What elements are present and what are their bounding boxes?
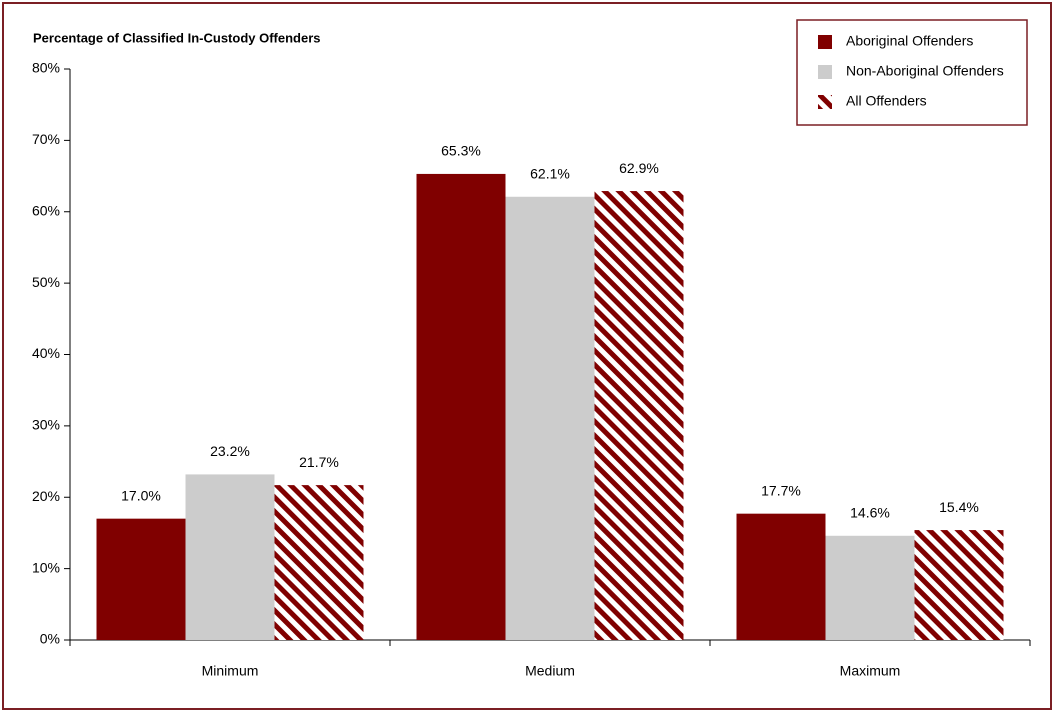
y-tick-label: 20% bbox=[32, 488, 60, 504]
y-tick-label: 80% bbox=[32, 60, 60, 76]
bar bbox=[825, 535, 915, 640]
legend-label: All Offenders bbox=[846, 93, 927, 109]
y-tick-label: 10% bbox=[32, 559, 60, 575]
data-label: 21.7% bbox=[299, 454, 339, 470]
data-label: 15.4% bbox=[939, 499, 979, 515]
legend-swatch bbox=[818, 95, 832, 109]
bar bbox=[594, 191, 684, 640]
data-label: 17.7% bbox=[761, 482, 801, 498]
x-tick-label: Maximum bbox=[840, 663, 901, 679]
y-tick-label: 0% bbox=[40, 631, 60, 647]
bar bbox=[274, 485, 364, 640]
y-tick-label: 40% bbox=[32, 345, 60, 361]
legend-label: Aboriginal Offenders bbox=[846, 33, 973, 49]
data-label: 62.9% bbox=[619, 160, 659, 176]
data-label: 17.0% bbox=[121, 487, 161, 503]
legend-label: Non-Aboriginal Offenders bbox=[846, 63, 1004, 79]
legend-swatch bbox=[818, 65, 832, 79]
data-label: 62.1% bbox=[530, 165, 570, 181]
data-label: 14.6% bbox=[850, 504, 890, 520]
x-tick-label: Minimum bbox=[202, 663, 259, 679]
data-label: 65.3% bbox=[441, 143, 481, 159]
bar bbox=[914, 530, 1004, 640]
y-tick-label: 50% bbox=[32, 274, 60, 290]
y-tick-label: 70% bbox=[32, 131, 60, 147]
y-tick-label: 60% bbox=[32, 202, 60, 218]
data-label: 23.2% bbox=[210, 443, 250, 459]
bar bbox=[505, 196, 595, 641]
y-tick-label: 30% bbox=[32, 417, 60, 433]
legend-box bbox=[796, 19, 1028, 126]
x-tick-label: Medium bbox=[525, 663, 575, 679]
legend-swatch bbox=[818, 35, 832, 49]
y-axis-title: Percentage of Classified In-Custody Offe… bbox=[33, 30, 321, 45]
bar bbox=[736, 513, 826, 640]
bar bbox=[416, 173, 506, 640]
bar bbox=[96, 518, 186, 640]
bar bbox=[185, 474, 275, 640]
